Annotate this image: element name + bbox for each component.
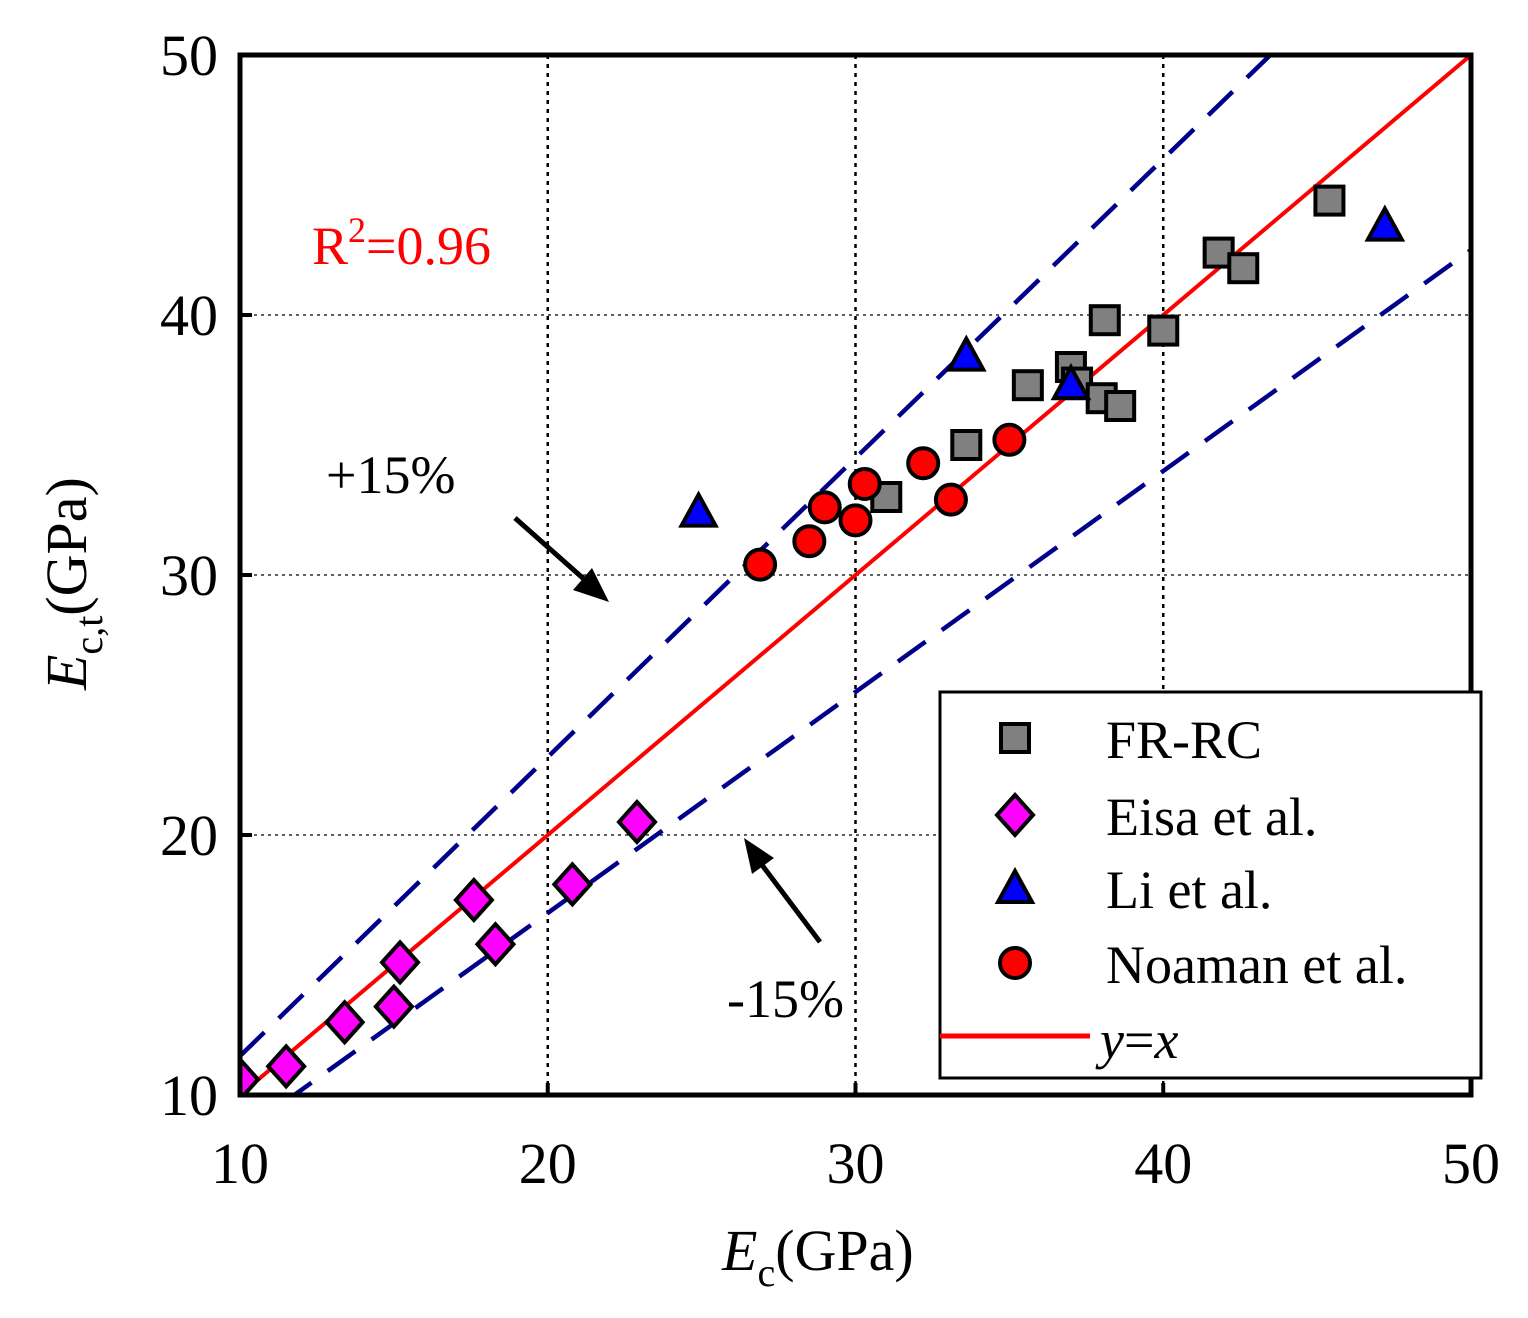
legend-box bbox=[938, 690, 1483, 1080]
legend: FR-RC Eisa et al. Li et al. Noaman et al… bbox=[938, 690, 1483, 1080]
point-noaman-et-al bbox=[838, 503, 873, 538]
y-tick-label: 50 bbox=[160, 23, 218, 88]
point-eisa-et-al bbox=[373, 983, 415, 1030]
lower-bound-line bbox=[290, 248, 1471, 1095]
x-axis-label-main: E bbox=[721, 1218, 757, 1283]
legend-marker-noaman-et-al bbox=[998, 946, 1032, 980]
legend-marker-fr-rc bbox=[999, 722, 1031, 754]
x-tick-label: 30 bbox=[827, 1131, 885, 1196]
x-axis-label-sub: c bbox=[757, 1250, 775, 1295]
r2-annotation: R2=0.96 bbox=[312, 210, 491, 276]
legend-fit-eq: = bbox=[1124, 1010, 1154, 1070]
point-noaman-et-al bbox=[906, 446, 941, 481]
legend-label-noaman: Noaman et al. bbox=[1106, 935, 1407, 995]
upper-bound-arrow bbox=[513, 516, 587, 582]
lower-bound-label: -15% bbox=[727, 969, 844, 1029]
x-tick-label: 20 bbox=[519, 1131, 577, 1196]
point-noaman-et-al bbox=[792, 524, 827, 559]
point-li-et-al bbox=[1050, 363, 1092, 401]
legend-marker-li-et-al bbox=[994, 866, 1036, 904]
point-eisa-et-al bbox=[379, 939, 421, 986]
r2-exponent: 2 bbox=[348, 210, 366, 250]
y-axis-label: Ec,t(GPa) bbox=[34, 477, 111, 691]
x-axis-label-unit: (GPa) bbox=[775, 1218, 914, 1283]
y-tick-label: 10 bbox=[160, 1063, 218, 1128]
bound-lines bbox=[240, 55, 1471, 1095]
legend-label-fit: y=x bbox=[1095, 1010, 1178, 1070]
x-axis-label: Ec(GPa) bbox=[721, 1218, 914, 1295]
point-noaman-et-al bbox=[847, 467, 882, 501]
point-eisa-et-al bbox=[453, 877, 495, 923]
lower-bound-arrow bbox=[760, 863, 822, 944]
y-axis-label-main: E bbox=[34, 655, 99, 691]
point-fr-rc bbox=[1088, 304, 1121, 337]
axis-ticks: 10 20 30 40 50 10 20 30 40 50 bbox=[160, 23, 1500, 1196]
legend-label-fr-rc: FR-RC bbox=[1106, 710, 1262, 770]
r2-base: R bbox=[312, 216, 348, 276]
point-eisa-et-al bbox=[551, 861, 594, 908]
point-li-et-al bbox=[945, 334, 987, 372]
point-eisa-et-al bbox=[616, 799, 658, 845]
point-eisa-et-al bbox=[265, 1043, 307, 1090]
fit-line bbox=[240, 55, 1471, 1095]
y-axis-label-unit: (GPa) bbox=[34, 477, 99, 616]
point-fr-rc bbox=[1227, 252, 1260, 285]
upper-bound-label: +15% bbox=[326, 445, 455, 505]
point-eisa-et-al bbox=[323, 999, 366, 1046]
upper-bound-line bbox=[240, 55, 1274, 1058]
point-fr-rc bbox=[950, 429, 983, 461]
legend-markers bbox=[994, 722, 1036, 980]
point-li-et-al bbox=[678, 490, 719, 528]
point-fr-rc bbox=[1147, 314, 1180, 347]
y-tick-label: 30 bbox=[160, 543, 218, 608]
y-axis-label-sub: c,t bbox=[66, 616, 111, 655]
point-fr-rc bbox=[1313, 184, 1346, 217]
point-noaman-et-al bbox=[992, 422, 1027, 457]
point-eisa-et-al bbox=[474, 921, 517, 968]
legend-fit-y: y bbox=[1095, 1010, 1124, 1070]
point-eisa-et-al bbox=[240, 1056, 261, 1095]
x-tick-label: 40 bbox=[1134, 1131, 1192, 1196]
lower-bound-arrowhead bbox=[744, 838, 774, 874]
upper-bound-arrowhead bbox=[573, 568, 609, 602]
y-tick-label: 20 bbox=[160, 803, 218, 868]
point-noaman-et-al bbox=[807, 490, 842, 525]
x-tick-label: 10 bbox=[211, 1131, 269, 1196]
y-tick-label: 40 bbox=[160, 283, 218, 348]
legend-label-eisa: Eisa et al. bbox=[1106, 787, 1317, 847]
legend-fit-x: x bbox=[1153, 1010, 1178, 1070]
point-noaman-et-al bbox=[743, 547, 778, 582]
point-li-et-al bbox=[1364, 204, 1406, 242]
legend-marker-eisa-et-al bbox=[994, 792, 1036, 838]
point-fr-rc bbox=[1011, 369, 1044, 402]
legend-label-li: Li et al. bbox=[1106, 860, 1272, 920]
data-points bbox=[240, 184, 1406, 1095]
point-noaman-et-al bbox=[933, 482, 968, 517]
x-tick-label: 50 bbox=[1442, 1131, 1500, 1196]
r2-value: =0.96 bbox=[366, 216, 491, 276]
point-fr-rc bbox=[1104, 390, 1137, 422]
